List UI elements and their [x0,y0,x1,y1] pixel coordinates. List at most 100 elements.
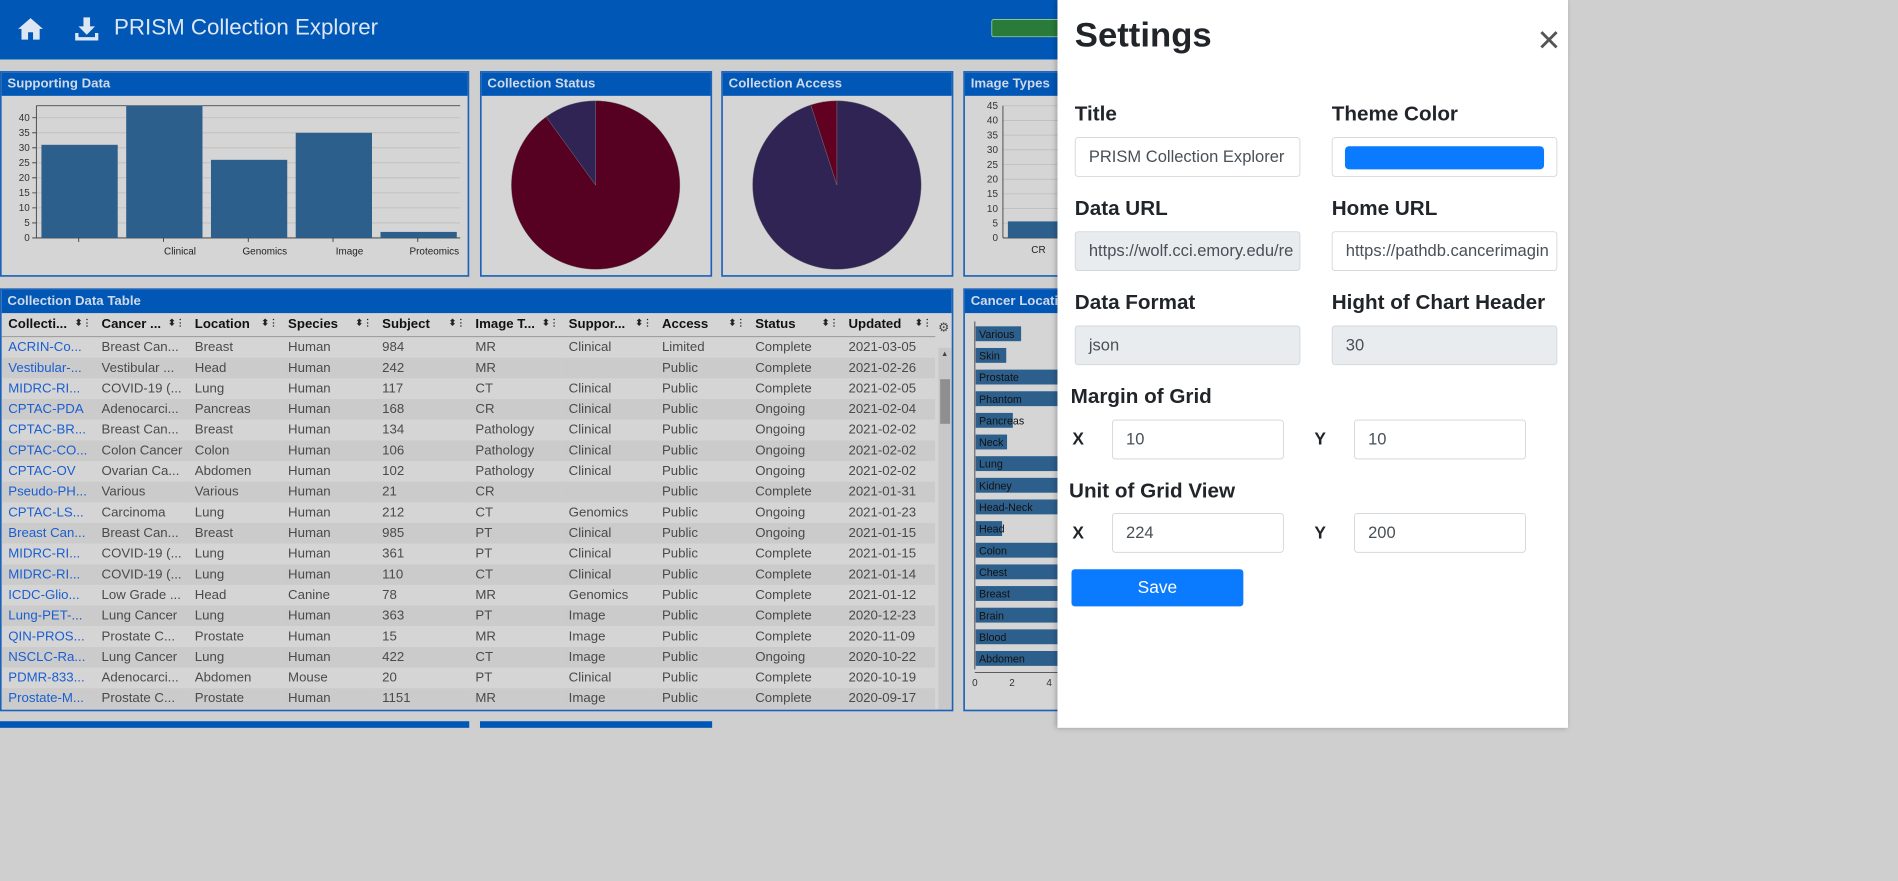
table-row[interactable]: Prostate-M... Prostate C... Prostate Human 1… [1,688,936,709]
table-cell: Ongoing [748,440,842,461]
table-row[interactable]: MIDRC-RI... COVID-19 (... Lung Human 110 CT Cl… [1,564,936,585]
panel-collection-table[interactable]: Collection Data Table ⬍⋮ Collecti... ⬍⋮ Can… [0,288,954,712]
sort-icon[interactable]: ⬍⋮ [74,318,92,328]
collection-link[interactable]: MIDRC-RI... [1,564,95,585]
panel-collection-status[interactable]: Collection Status [479,71,713,277]
table-cell: 985 [375,522,469,544]
sort-icon[interactable]: ⬍⋮ [635,318,653,328]
y-tick-label: 0 [992,233,998,244]
column-header[interactable]: ⬍⋮ Cancer ... [94,313,189,338]
column-header[interactable]: ⬍⋮ Status [748,313,842,338]
table-cell: MR [475,587,496,602]
column-header[interactable]: ⬍⋮ Collecti... [1,313,95,338]
column-header[interactable]: ⬍⋮ Image T... [468,313,563,338]
table-row[interactable]: CPTAC-CO... Colon Cancer Colon Human 106 Path… [1,440,936,461]
table-cell: Ongoing [755,505,806,520]
sort-icon[interactable]: ⬍⋮ [261,318,279,328]
title-input[interactable]: PRISM Collection Explorer [1074,137,1301,177]
column-header[interactable]: ⬍⋮ Location [188,313,282,338]
table-row[interactable]: NSCLC-Ra... Lung Cancer Lung Human 422 CT Imag… [1,646,936,668]
table-row[interactable]: CPTAC-PDA Adenocarci... Pancreas Human 168 CR… [1,399,936,420]
table-scrollbar[interactable]: ▲ [938,347,952,710]
table-row[interactable]: CPTAC-OV Ovarian Ca... Abdomen Human 102 Path… [2,461,936,482]
collection-link[interactable]: Prostate-M... [1,688,95,709]
collection-link[interactable]: Lung-PET-... [1,605,95,627]
y-tick-label: 15 [987,189,999,200]
table-cell: Complete [748,481,842,503]
table-cell: 117 [382,381,404,396]
bar-label: Colon [979,545,1007,557]
home-url-input[interactable]: https://pathdb.cancerimagin [1331,231,1558,271]
panel-collection-access[interactable]: Collection Access [721,71,954,277]
collection-link[interactable]: Vestibular-... [1,357,95,379]
margin-x-input[interactable]: 10 [1111,419,1284,460]
table-cell: Complete [755,629,812,644]
collection-link[interactable]: ICDC-Glio... [8,587,80,602]
column-header[interactable]: ⬍⋮ Subject [375,313,469,338]
bar-label: Skin [979,351,1000,363]
collection-link[interactable]: Pseudo-PH... [1,481,95,503]
table-row[interactable]: MIDRC-RI... COVID-19 (... Lung Human 117 CT Cl… [2,378,936,399]
home-icon[interactable] [17,15,45,43]
table-cell: Public [661,505,698,520]
collection-link[interactable]: MIDRC-RI... [8,546,81,561]
collection-link[interactable]: CPTAC-CO... [1,440,95,461]
collection-link[interactable]: CPTAC-BR... [8,422,86,437]
sort-icon[interactable]: ⬍⋮ [448,318,466,328]
column-header[interactable]: ⬍⋮ Suppor... [562,313,656,338]
panel-title: Collection Data Table [1,289,952,314]
table-row[interactable]: Vestibular-... Vestibular ... Head Human 242… [1,357,936,379]
sort-icon[interactable]: ⬍⋮ [355,318,373,328]
unit-y-input[interactable]: 200 [1354,513,1526,553]
sort-icon[interactable]: ⬍⋮ [915,318,932,328]
bar [295,132,373,238]
bar [210,159,288,238]
collection-link[interactable]: QIN-PROS... [8,629,85,644]
collection-link[interactable]: CPTAC-OV [8,463,76,478]
table-settings-icon[interactable]: ⚙ [938,320,950,335]
collection-link[interactable]: CPTAC-LS... [8,505,84,520]
table-cell: Image [562,605,656,627]
column-header[interactable]: ⬍⋮ Updated [841,313,936,338]
collection-link[interactable]: MIDRC-RI... [8,381,81,396]
table-cell: 20 [382,670,397,685]
theme-color-input[interactable] [1331,137,1558,177]
collection-link[interactable]: Breast Can... [1,522,95,544]
table-cell: PT [468,605,563,627]
unit-x-input[interactable]: 224 [1111,513,1284,553]
sort-icon[interactable]: ⬍⋮ [542,318,559,328]
sort-icon[interactable]: ⬍⋮ [821,318,839,328]
close-icon[interactable]: ✕ [1536,23,1562,58]
column-header[interactable]: ⬍⋮ Access [655,313,749,338]
table-cell: 2021-02-05 [848,381,917,396]
collection-link[interactable]: NSCLC-Ra... [1,646,95,668]
table-row[interactable]: Pseudo-PH... Various Various Human 21 CR Publi… [1,481,936,503]
table-row[interactable]: CPTAC-LS... Carcinoma Lung Human 212 CT Genomi… [2,502,936,523]
collection-link[interactable]: PDMR-833... [8,670,85,685]
table-row[interactable]: Lung-PET-... Lung Cancer Lung Human 363 PT Ima… [1,605,936,627]
collection-link[interactable]: CPTAC-PDA [1,399,95,420]
column-header[interactable]: ⬍⋮ Species [281,313,376,338]
table-row[interactable]: QIN-PROS... Prostate C... Prostate Human 15 M… [2,626,936,647]
download-icon[interactable] [73,15,101,43]
sort-icon[interactable]: ⬍⋮ [168,318,185,328]
scroll-thumb[interactable] [940,379,951,424]
sort-icon[interactable]: ⬍⋮ [728,318,746,328]
table-row[interactable]: ICDC-Glio... Low Grade ... Head Canine 78 MR G… [2,585,936,606]
table-cell: Lung [188,646,282,668]
table-row[interactable]: CPTAC-BR... Breast Can... Breast Human 134 Pa… [2,420,936,441]
table-row[interactable]: ACRIN-Co... Breast Can... Breast Human 984 MR… [2,337,936,358]
panel-supporting-data[interactable]: Supporting Data 0 5 10 15 20 25 30 35 40 Clinical… [0,71,470,277]
margin-y-input[interactable]: 10 [1354,419,1526,460]
table-cell: Low Grade ... [101,587,181,602]
save-button[interactable]: Save [1071,569,1244,607]
table-cell: 422 [375,646,469,668]
scroll-up-arrow-icon[interactable]: ▲ [940,349,949,358]
table-cell: Clinical [568,463,612,478]
table-row[interactable]: Breast Can... Breast Can... Breast Human 985… [1,522,936,544]
table-row[interactable]: PDMR-833... Adenocarci... Abdomen Mouse 20 PT… [2,668,936,689]
table-row[interactable]: MIDRC-RI... COVID-19 (... Lung Human 361 PT Cl… [2,544,936,565]
column-header-label: Collecti... [8,317,68,332]
collection-link[interactable]: ACRIN-Co... [8,339,82,355]
table-cell: Prostate C... [101,629,175,644]
